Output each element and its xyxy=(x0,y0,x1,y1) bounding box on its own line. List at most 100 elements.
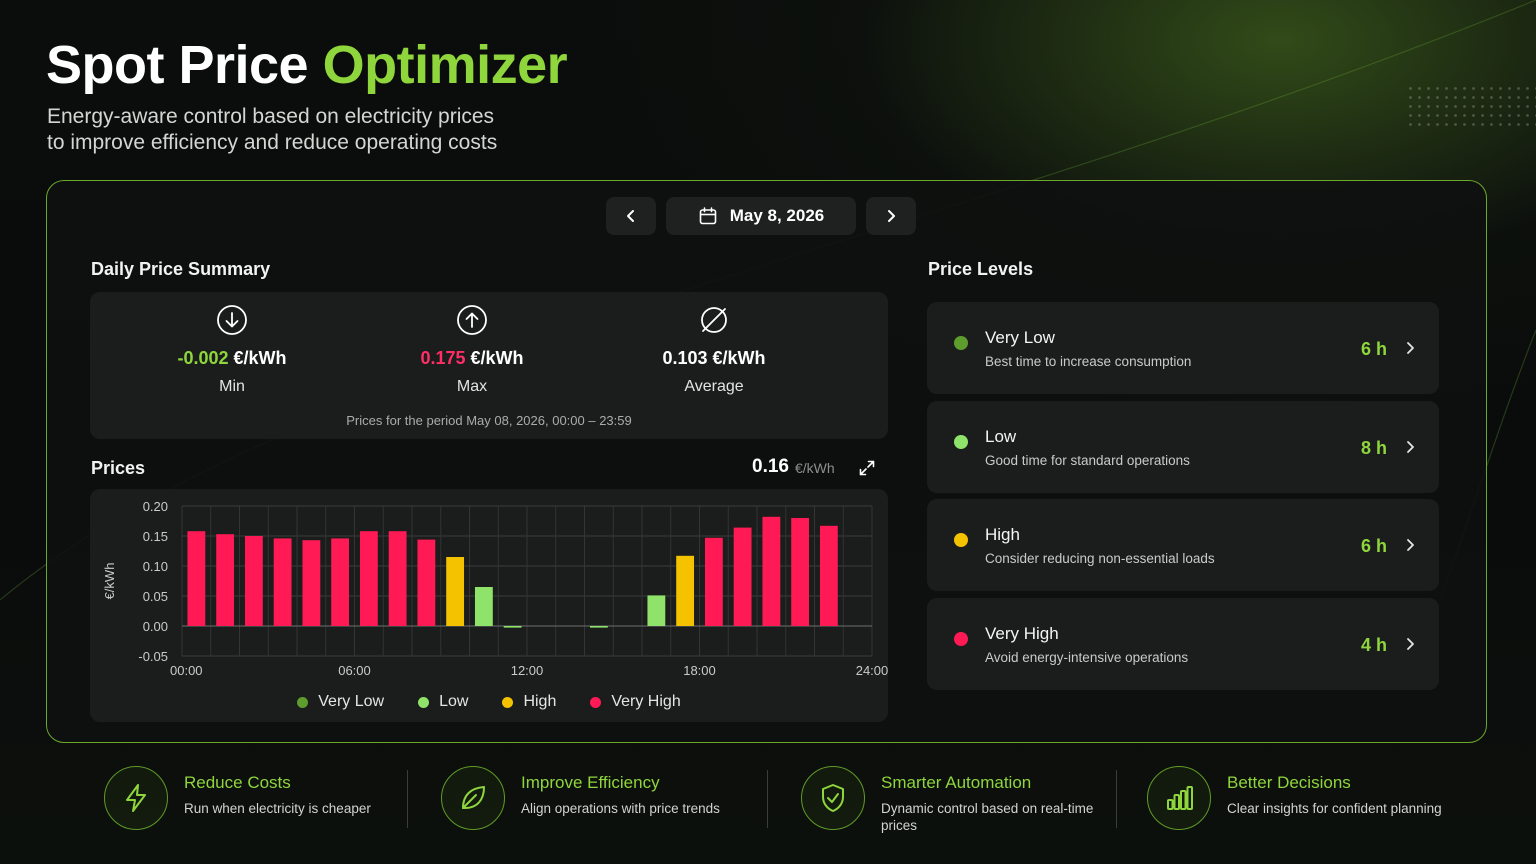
chevron-right-icon xyxy=(1407,441,1414,453)
price-bar xyxy=(331,538,350,626)
title-main: Spot Price xyxy=(46,35,309,95)
page-title: Spot Price Optimizer xyxy=(46,34,568,96)
price-bar xyxy=(446,557,465,626)
current-price-unit: €/kWh xyxy=(795,460,835,476)
legend-dot xyxy=(502,696,514,708)
level-card-very-low[interactable]: Very Low Best time to increase consumpti… xyxy=(927,302,1439,394)
period-note: Prices for the period May 08, 2026, 00:0… xyxy=(346,413,632,428)
price-bar xyxy=(244,536,263,626)
arrow-up-circle-icon xyxy=(457,305,487,335)
price-chart: 0.20 0.15 0.10 0.05 0.00 -0.05 00:00 06:00 12:00… xyxy=(90,489,888,722)
average-value: 0.103 xyxy=(662,348,708,368)
expand-chart-button[interactable] xyxy=(853,454,881,482)
level-dot xyxy=(954,632,968,646)
level-description: Best time to increase consumption xyxy=(985,354,1192,369)
level-hours: 8 h xyxy=(1360,438,1387,458)
shield-check-icon xyxy=(822,784,844,812)
level-dot xyxy=(954,336,968,350)
x-tick-label: 18:00 xyxy=(683,663,716,678)
daily-summary-card: -0.002 €/kWh Min 0.175 €/kWh Max 0.103 €… xyxy=(90,292,888,439)
level-card-low[interactable]: Low Good time for standard operations 8 … xyxy=(927,401,1439,493)
price-bar xyxy=(216,534,235,626)
max-unit: €/kWh xyxy=(470,348,524,368)
feature-title: Reduce Costs xyxy=(184,773,291,792)
average-value-row: 0.103 €/kWh xyxy=(614,348,814,369)
price-bar xyxy=(474,587,493,626)
daily-summary-title: Daily Price Summary xyxy=(91,259,271,279)
price-bar xyxy=(589,626,608,628)
level-name: Low xyxy=(985,427,1017,446)
legend-very-low: Very Low xyxy=(297,693,384,711)
date-picker-button[interactable]: May 8, 2026 xyxy=(666,197,856,235)
prices-title: Prices xyxy=(91,458,146,478)
chevron-left-icon xyxy=(627,210,634,222)
price-bar xyxy=(302,540,321,626)
max-value: 0.175 xyxy=(420,348,466,368)
feature-title: Smarter Automation xyxy=(881,773,1032,792)
legend-low: Low xyxy=(418,693,468,711)
average-icon xyxy=(701,307,727,333)
price-bar xyxy=(273,538,292,626)
calendar-icon xyxy=(699,207,717,225)
feature-icon-circle xyxy=(441,766,505,830)
feature-divider xyxy=(767,770,768,828)
price-bar xyxy=(388,531,407,626)
feature-smarter-automation: Smarter Automation Dynamic control based… xyxy=(801,766,1111,836)
average-stat: 0.103 €/kWh Average xyxy=(614,304,814,396)
max-label: Max xyxy=(456,378,488,395)
current-price-value: 0.16 xyxy=(752,456,789,477)
level-dot xyxy=(954,533,968,547)
arrow-down-circle-icon xyxy=(217,305,247,335)
x-tick-label: 06:00 xyxy=(338,663,371,678)
level-name: High xyxy=(985,525,1020,544)
chevron-right-icon xyxy=(888,210,895,222)
min-stat: -0.002 €/kWh Min xyxy=(132,304,332,396)
level-name: Very High xyxy=(985,624,1059,643)
x-tick-label: 00:00 xyxy=(170,663,203,678)
chevron-right-icon xyxy=(1407,539,1414,551)
level-description: Avoid energy-intensive operations xyxy=(985,650,1189,665)
level-dot xyxy=(954,435,968,449)
legend-dot xyxy=(590,696,602,708)
chevron-right-icon xyxy=(1407,638,1414,650)
bar-chart-icon xyxy=(1167,786,1193,810)
price-bar xyxy=(647,595,666,626)
legend-dot xyxy=(297,696,309,708)
level-card-very-high[interactable]: Very High Avoid energy-intensive operati… xyxy=(927,598,1439,690)
min-label: Min xyxy=(219,378,245,395)
legend-high: High xyxy=(502,693,556,711)
y-tick-label: 0.10 xyxy=(143,559,168,574)
legend-very-high: Very High xyxy=(590,693,681,711)
level-description: Good time for standard operations xyxy=(985,453,1190,468)
min-unit: €/kWh xyxy=(233,348,287,368)
decorative-dots xyxy=(1406,84,1536,126)
chevron-right-icon xyxy=(1407,342,1414,354)
feature-description: Run when electricity is cheaper xyxy=(184,801,371,816)
max-value-row: 0.175 €/kWh xyxy=(372,348,572,369)
legend-label: High xyxy=(523,693,557,710)
legend-label: Low xyxy=(439,693,469,710)
level-hours: 4 h xyxy=(1360,635,1387,655)
feature-improve-efficiency: Improve Efficiency Align operations with… xyxy=(441,766,761,836)
feature-icon-circle xyxy=(801,766,865,830)
lightning-icon xyxy=(126,784,146,812)
average-unit: €/kWh xyxy=(712,348,766,368)
feature-description: Align operations with price trends xyxy=(521,801,720,816)
y-tick-label: 0.15 xyxy=(143,529,168,544)
subtitle-line-2: to improve efficiency and reduce operati… xyxy=(47,131,498,154)
y-axis-label: €/kWh xyxy=(102,563,117,600)
min-value-row: -0.002 €/kWh xyxy=(132,348,332,369)
previous-day-button[interactable] xyxy=(606,197,656,235)
subtitle-line-1: Energy-aware control based on electricit… xyxy=(47,105,495,128)
feature-reduce-costs: Reduce Costs Run when electricity is che… xyxy=(104,766,404,836)
level-card-high[interactable]: High Consider reducing non-essential loa… xyxy=(927,499,1439,591)
average-label: Average xyxy=(684,378,744,395)
y-tick-label: 0.00 xyxy=(143,619,168,634)
y-tick-label: -0.05 xyxy=(138,649,168,664)
price-bar xyxy=(704,537,723,626)
level-name: Very Low xyxy=(985,328,1055,347)
next-day-button[interactable] xyxy=(866,197,916,235)
price-bar xyxy=(503,626,522,628)
min-value: -0.002 xyxy=(177,348,229,368)
max-stat: 0.175 €/kWh Max xyxy=(372,304,572,396)
